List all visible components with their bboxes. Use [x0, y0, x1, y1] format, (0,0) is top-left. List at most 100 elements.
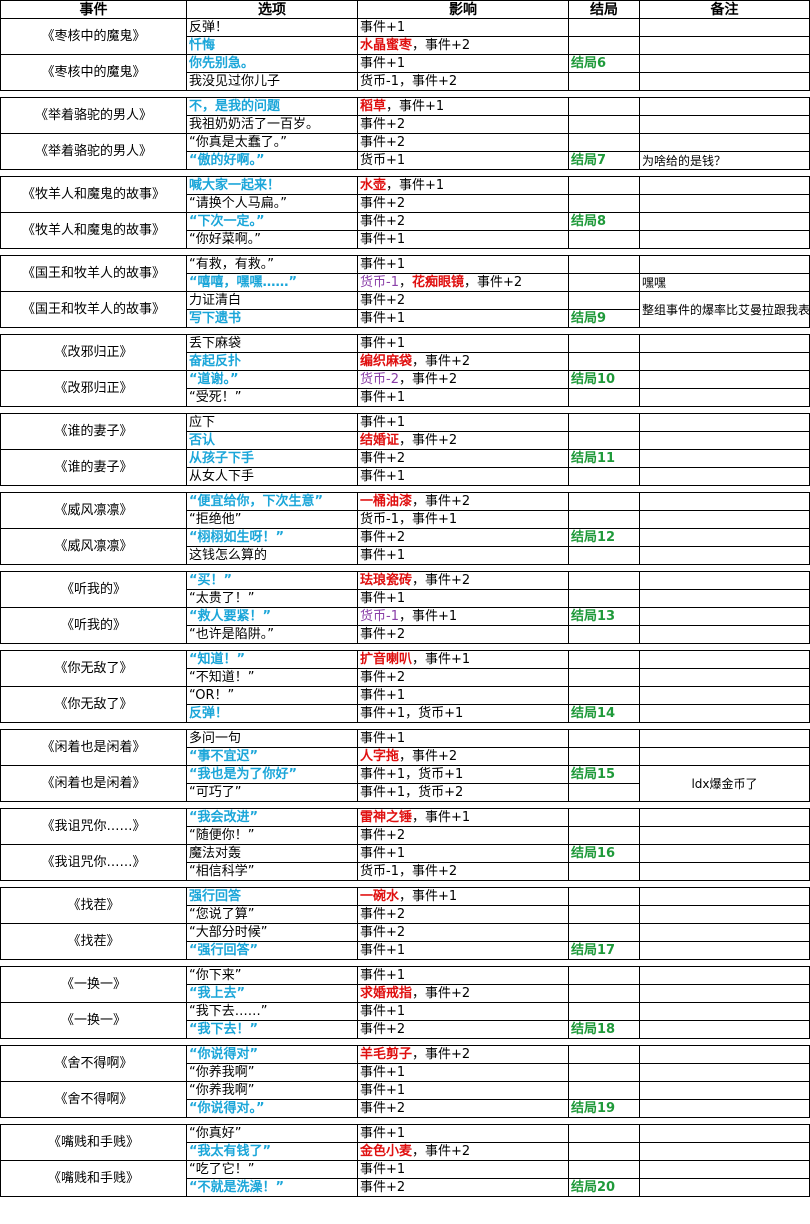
- effect-cell[interactable]: 事件+1: [357, 589, 569, 608]
- header-effect[interactable]: 影响: [357, 0, 569, 19]
- effect-cell[interactable]: 事件+1: [357, 388, 569, 407]
- event-cell[interactable]: 《威风凛凛》: [0, 528, 187, 565]
- event-cell[interactable]: 《国王和牧羊人的故事》: [0, 291, 187, 328]
- option-cell[interactable]: “下次一定。”: [186, 212, 358, 231]
- note-cell[interactable]: [639, 704, 810, 723]
- note-cell[interactable]: [639, 194, 810, 213]
- ending-cell[interactable]: [568, 255, 640, 274]
- event-cell[interactable]: 《你无敌了》: [0, 650, 187, 687]
- effect-cell[interactable]: 人字拖，事件+2: [357, 747, 569, 766]
- ending-cell[interactable]: [568, 97, 640, 116]
- ending-cell[interactable]: 结局18: [568, 1020, 640, 1039]
- ending-cell[interactable]: [568, 431, 640, 450]
- effect-cell[interactable]: 事件+2: [357, 133, 569, 152]
- effect-cell[interactable]: 事件+1: [357, 309, 569, 328]
- effect-cell[interactable]: 水晶蜜枣，事件+2: [357, 36, 569, 55]
- option-cell[interactable]: “栩栩如生呀！”: [186, 528, 358, 547]
- option-cell[interactable]: 力证清白: [186, 291, 358, 310]
- ending-cell[interactable]: [568, 686, 640, 705]
- option-cell[interactable]: 否认: [186, 431, 358, 450]
- event-cell[interactable]: 《枣核中的魔鬼》: [0, 18, 187, 55]
- option-cell[interactable]: “买！”: [186, 571, 358, 590]
- note-cell[interactable]: [639, 1178, 810, 1197]
- ending-cell[interactable]: [568, 18, 640, 37]
- ending-cell[interactable]: [568, 668, 640, 687]
- event-cell[interactable]: 《谁的妻子》: [0, 413, 187, 450]
- effect-cell[interactable]: 事件+2: [357, 1178, 569, 1197]
- note-cell[interactable]: [639, 546, 810, 565]
- event-cell[interactable]: 《国王和牧羊人的故事》: [0, 255, 187, 292]
- note-cell[interactable]: [639, 650, 810, 669]
- note-cell[interactable]: [639, 97, 810, 116]
- option-cell[interactable]: “道谢。”: [186, 370, 358, 389]
- effect-cell[interactable]: 事件+1: [357, 255, 569, 274]
- option-cell[interactable]: “你说得对”: [186, 1045, 358, 1064]
- ending-cell[interactable]: 结局6: [568, 54, 640, 73]
- event-cell[interactable]: 《嘴贱和手贱》: [0, 1160, 187, 1197]
- option-cell[interactable]: 丢下麻袋: [186, 334, 358, 353]
- option-cell[interactable]: 我没见过你儿子: [186, 72, 358, 91]
- option-cell[interactable]: “相信科学”: [186, 862, 358, 881]
- ending-cell[interactable]: [568, 72, 640, 91]
- effect-cell[interactable]: 事件+1: [357, 1002, 569, 1021]
- ending-cell[interactable]: 结局17: [568, 941, 640, 960]
- ending-cell[interactable]: [568, 388, 640, 407]
- option-cell[interactable]: “你养我啊”: [186, 1081, 358, 1100]
- ending-cell[interactable]: [568, 510, 640, 529]
- effect-cell[interactable]: 事件+2: [357, 115, 569, 134]
- option-cell[interactable]: “吃了它！”: [186, 1160, 358, 1179]
- option-cell[interactable]: “你真好”: [186, 1124, 358, 1143]
- effect-cell[interactable]: 结婚证，事件+2: [357, 431, 569, 450]
- event-cell[interactable]: 《闲着也是闲着》: [0, 729, 187, 766]
- option-cell[interactable]: 忏悔: [186, 36, 358, 55]
- effect-cell[interactable]: 一碗水，事件+1: [357, 887, 569, 906]
- effect-cell[interactable]: 事件+1: [357, 1160, 569, 1179]
- ending-cell[interactable]: 结局9: [568, 309, 640, 328]
- option-cell[interactable]: “强行回答”: [186, 941, 358, 960]
- option-cell[interactable]: “救人要紧！”: [186, 607, 358, 626]
- option-cell[interactable]: 不，是我的问题: [186, 97, 358, 116]
- event-cell[interactable]: 《听我的》: [0, 571, 187, 608]
- ending-cell[interactable]: [568, 230, 640, 249]
- effect-cell[interactable]: 事件+2: [357, 194, 569, 213]
- note-cell[interactable]: [639, 467, 810, 486]
- note-cell[interactable]: [639, 528, 810, 547]
- option-cell[interactable]: “太贵了！”: [186, 589, 358, 608]
- event-cell[interactable]: 《嘴贱和手贱》: [0, 1124, 187, 1161]
- ending-cell[interactable]: [568, 729, 640, 748]
- header-event[interactable]: 事件: [0, 0, 187, 19]
- ending-cell[interactable]: [568, 783, 640, 802]
- effect-cell[interactable]: 事件+1: [357, 844, 569, 863]
- option-cell[interactable]: “便宜给你，下次生意”: [186, 492, 358, 511]
- event-cell[interactable]: 《一换一》: [0, 966, 187, 1003]
- ending-cell[interactable]: 结局16: [568, 844, 640, 863]
- option-cell[interactable]: “你真是太蠢了。”: [186, 133, 358, 152]
- note-cell[interactable]: [639, 1142, 810, 1161]
- event-cell[interactable]: 《威风凛凛》: [0, 492, 187, 529]
- note-cell[interactable]: 为啥给的是钱？: [639, 151, 810, 170]
- note-cell[interactable]: [639, 1124, 810, 1143]
- effect-cell[interactable]: 金色小麦，事件+2: [357, 1142, 569, 1161]
- effect-cell[interactable]: 扩音喇叭，事件+1: [357, 650, 569, 669]
- ending-cell[interactable]: 结局19: [568, 1099, 640, 1118]
- note-cell[interactable]: [639, 1020, 810, 1039]
- effect-cell[interactable]: 货币-1，事件+2: [357, 72, 569, 91]
- option-cell[interactable]: “你养我啊”: [186, 1063, 358, 1082]
- ending-cell[interactable]: [568, 176, 640, 195]
- note-cell[interactable]: [639, 571, 810, 590]
- ending-cell[interactable]: 结局7: [568, 151, 640, 170]
- option-cell[interactable]: “我上去”: [186, 984, 358, 1003]
- note-cell[interactable]: [639, 607, 810, 626]
- event-cell[interactable]: 《舍不得啊》: [0, 1081, 187, 1118]
- option-cell[interactable]: 应下: [186, 413, 358, 432]
- effect-cell[interactable]: 事件+1: [357, 334, 569, 353]
- note-cell[interactable]: [639, 844, 810, 863]
- note-cell[interactable]: [639, 176, 810, 195]
- effect-cell[interactable]: 事件+2: [357, 291, 569, 310]
- option-cell[interactable]: “傲的好啊。”: [186, 151, 358, 170]
- option-cell[interactable]: “随便你！”: [186, 826, 358, 845]
- effect-cell[interactable]: 货币-1，花痴眼镜，事件+2: [357, 273, 569, 292]
- option-cell[interactable]: “OR！”: [186, 686, 358, 705]
- effect-cell[interactable]: 事件+1: [357, 18, 569, 37]
- effect-cell[interactable]: 事件+2: [357, 1020, 569, 1039]
